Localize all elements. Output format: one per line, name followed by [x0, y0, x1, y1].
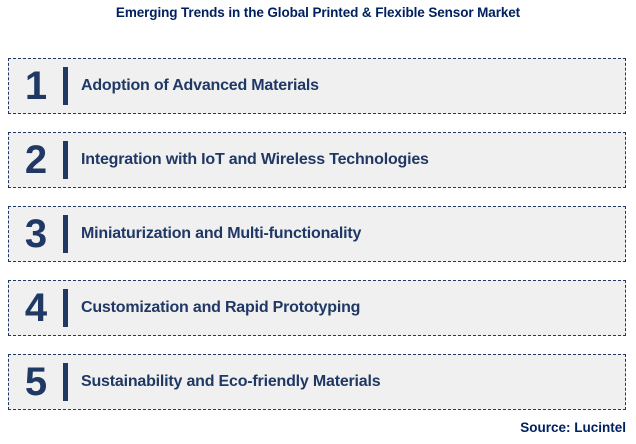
trend-item-2: 2 Integration with IoT and Wireless Tech… — [8, 132, 626, 188]
trend-list: 1 Adoption of Advanced Materials 2 Integ… — [8, 58, 626, 410]
trend-number: 5 — [24, 360, 48, 404]
trend-item-1: 1 Adoption of Advanced Materials — [8, 58, 626, 114]
trend-divider — [63, 67, 68, 105]
trend-number: 1 — [24, 64, 48, 108]
trend-label: Miniaturization and Multi-functionality — [81, 225, 362, 242]
trend-divider — [63, 363, 68, 401]
trend-item-3: 3 Miniaturization and Multi-functionalit… — [8, 206, 626, 262]
trend-label: Customization and Rapid Prototyping — [81, 299, 361, 316]
trend-divider — [63, 141, 68, 179]
trend-item-4: 4 Customization and Rapid Prototyping — [8, 280, 626, 336]
trend-label: Adoption of Advanced Materials — [81, 77, 319, 94]
trend-divider — [63, 289, 68, 327]
trend-label: Sustainability and Eco-friendly Material… — [81, 373, 381, 390]
trend-number: 3 — [24, 212, 48, 256]
trend-number: 4 — [24, 286, 48, 330]
source-note: Source: Lucintel — [520, 420, 626, 435]
trend-label: Integration with IoT and Wireless Techno… — [81, 151, 429, 168]
page-title: Emerging Trends in the Global Printed & … — [115, 5, 521, 20]
trend-divider — [63, 215, 68, 253]
trend-number: 2 — [24, 138, 48, 182]
trend-item-5: 5 Sustainability and Eco-friendly Materi… — [8, 354, 626, 410]
